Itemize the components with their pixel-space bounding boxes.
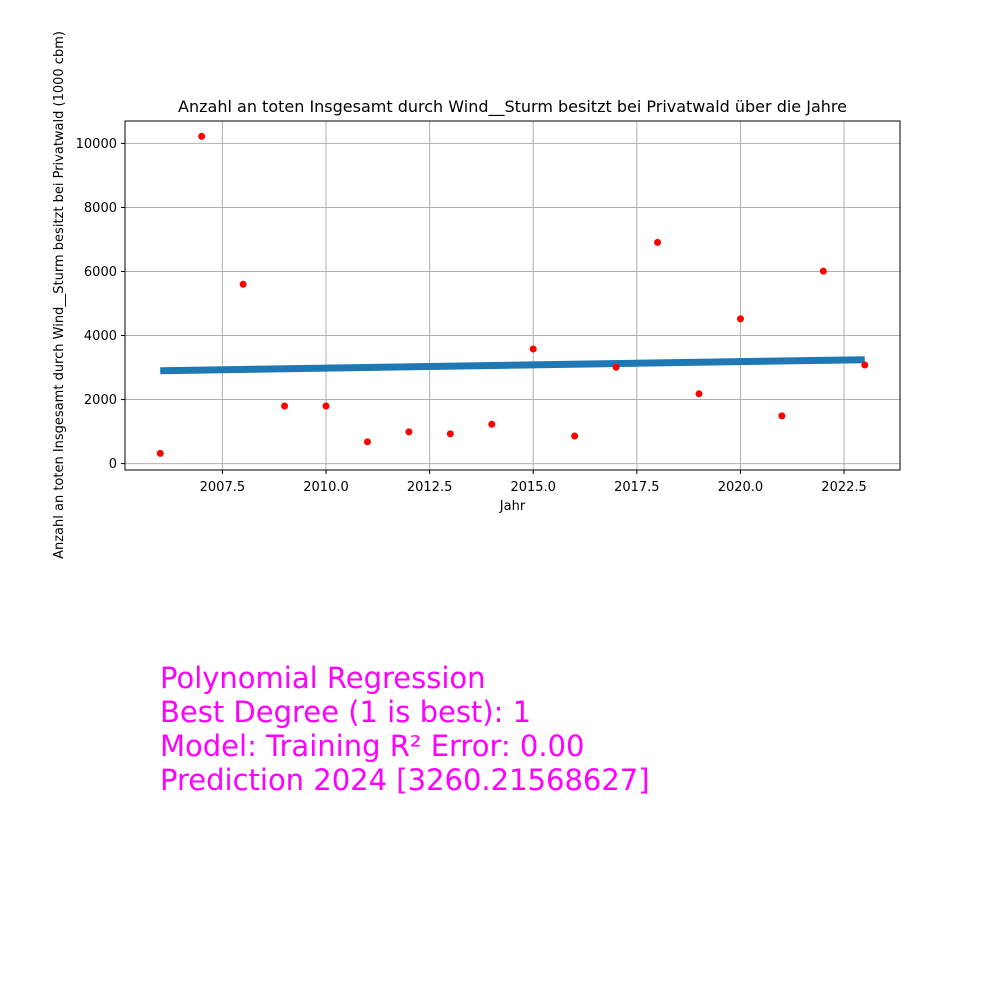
x-tick-label: 2020.0 bbox=[718, 480, 764, 495]
annotation-line-degree: Best Degree (1 is best): 1 bbox=[160, 695, 532, 729]
data-point bbox=[322, 402, 330, 410]
x-tick-label: 2015.0 bbox=[510, 480, 556, 495]
data-point bbox=[239, 280, 247, 288]
regression-line-layer bbox=[160, 356, 865, 375]
y-tick-label: 6000 bbox=[84, 265, 117, 280]
data-point bbox=[612, 363, 620, 371]
x-axis-title: Jahr bbox=[499, 499, 526, 514]
data-point bbox=[405, 428, 413, 436]
grid-lines bbox=[125, 121, 900, 470]
x-tick-label: 2022.5 bbox=[821, 480, 867, 495]
data-point bbox=[529, 345, 537, 353]
x-tick-label: 2007.5 bbox=[200, 480, 246, 495]
y-tick-label: 4000 bbox=[84, 329, 117, 344]
regression-line bbox=[160, 356, 865, 375]
data-point bbox=[446, 430, 454, 438]
data-point bbox=[488, 420, 496, 428]
data-point bbox=[156, 449, 164, 457]
annotation-line-error: Model: Training R² Error: 0.00 bbox=[160, 729, 585, 763]
data-points bbox=[156, 132, 869, 457]
data-point bbox=[198, 132, 206, 140]
y-tick-label: 8000 bbox=[84, 201, 117, 216]
data-point bbox=[736, 315, 744, 323]
data-point bbox=[571, 432, 579, 440]
data-point bbox=[695, 390, 703, 398]
y-tick-label: 0 bbox=[109, 457, 117, 472]
regression-annotation: Polynomial Regression Best Degree (1 is … bbox=[160, 661, 650, 797]
data-point bbox=[861, 361, 869, 369]
x-tick-label: 2017.5 bbox=[614, 480, 660, 495]
chart-title: Anzahl an toten Insgesamt durch Wind__St… bbox=[178, 97, 847, 117]
annotation-line-method: Polynomial Regression bbox=[160, 661, 486, 695]
y-tick-label: 10000 bbox=[76, 137, 117, 152]
plot-frame bbox=[124, 120, 901, 471]
data-point bbox=[363, 438, 371, 446]
y-axis-title: Anzahl an toten Insgesamt durch Wind__St… bbox=[52, 31, 67, 559]
data-point bbox=[281, 402, 289, 410]
data-point bbox=[654, 238, 662, 246]
y-axis-ticks: 0 2000 4000 6000 8000 10000 bbox=[76, 137, 125, 472]
x-tick-label: 2012.5 bbox=[407, 480, 453, 495]
x-tick-label: 2010.0 bbox=[303, 480, 349, 495]
data-point bbox=[778, 412, 786, 420]
x-axis-ticks: 2007.5 2010.0 2012.5 2015.0 2017.5 2020.0 2022… bbox=[200, 470, 867, 495]
y-tick-label: 2000 bbox=[84, 393, 117, 408]
annotation-line-prediction: Prediction 2024 [3260.21568627] bbox=[160, 763, 650, 797]
data-point bbox=[819, 267, 827, 275]
